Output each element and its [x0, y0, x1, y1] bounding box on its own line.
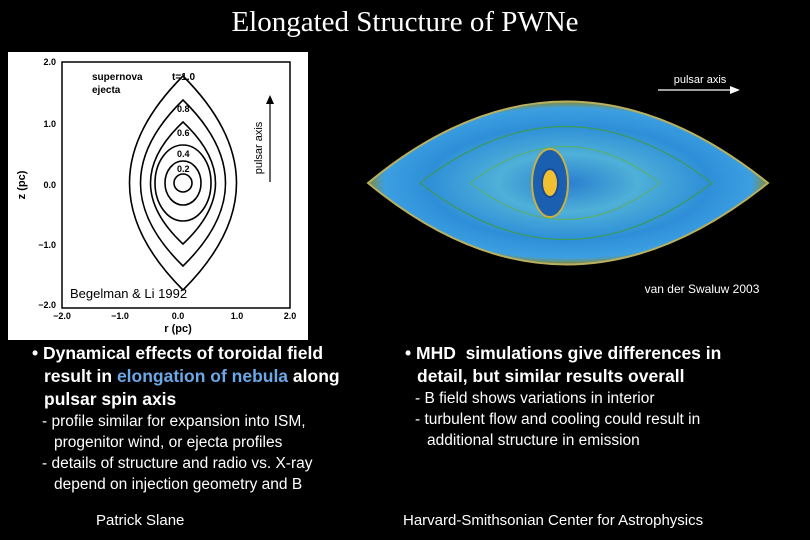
x-tick-label: 0.0: [172, 311, 185, 321]
sub-bullet-line: - B field shows variations in interior: [415, 390, 655, 407]
sub-bullet-line: - details of structure and radio vs. X-r…: [42, 455, 313, 472]
y-tick-label: 2.0: [43, 57, 56, 67]
bullet-line: • MHD simulations give differences in: [405, 343, 722, 363]
sub-bullet-line: - turbulent flow and cooling could resul…: [415, 411, 701, 428]
axis-label: pulsar axis: [674, 74, 727, 86]
bullet-line: result in elongation of nebula along: [44, 365, 340, 388]
x-tick-label: −2.0: [53, 311, 71, 321]
footer-right: Harvard-Smithsonian Center for Astrophys…: [403, 512, 704, 529]
y-tick-label: −1.0: [38, 240, 56, 250]
figure-credit: Begelman & Li 1992: [70, 286, 187, 301]
contour: [139, 98, 227, 268]
contour: [128, 74, 238, 292]
y-tick-label: 0.0: [43, 180, 56, 190]
contour-label: 0.6: [177, 128, 190, 138]
axis-arrowhead: [730, 86, 740, 94]
nebula-contour: [419, 126, 713, 240]
sub-bullet-line: - profile similar for expansion into ISM…: [42, 413, 306, 430]
contour-label: 0.4: [177, 149, 190, 159]
y-axis-label: z (pc): [16, 170, 28, 199]
plot-frame: [61, 61, 291, 309]
x-tick-label: 1.0: [231, 311, 244, 321]
figure-label: ejecta: [92, 85, 121, 96]
sub-bullet-line: depend on injection geometry and B: [54, 476, 303, 493]
sub-bullet-line: additional structure in emission: [427, 432, 640, 449]
contour: [164, 160, 202, 206]
x-tick-label: 2.0: [284, 311, 297, 321]
bullet-line: detail, but similar results overall: [417, 366, 685, 386]
text-run: result in: [44, 366, 117, 386]
footer-left: Patrick Slane: [96, 512, 185, 529]
figure-label: supernova: [92, 72, 143, 83]
bullet-line: • Dynamical effects of toroidal field: [32, 343, 324, 363]
figure-background: [8, 52, 308, 340]
contour: [154, 144, 212, 222]
nebula-core: [541, 168, 559, 198]
axis-label: pulsar axis: [253, 121, 265, 174]
contour: [173, 173, 193, 193]
contours: [128, 74, 238, 292]
figure-label: t=1.0: [172, 72, 196, 83]
contour: [149, 120, 217, 246]
contour-label: 0.2: [177, 164, 190, 174]
figures: supernova ejecta t=1.0 0.8 0.6 0.4 0.2 2…: [8, 52, 770, 340]
y-tick-label: −2.0: [38, 300, 56, 310]
nebula-contour: [469, 146, 661, 220]
highlight: elongation of nebula: [116, 366, 289, 386]
x-tick-label: −1.0: [111, 311, 129, 321]
sub-bullet-line: progenitor wind, or ejecta profiles: [54, 434, 283, 451]
axis-arrowhead: [266, 95, 274, 104]
bullet-line: pulsar spin axis: [44, 389, 177, 409]
text-run: along: [288, 366, 340, 386]
contour-label: 0.8: [177, 104, 190, 114]
figure-credit: van der Swaluw 2003: [645, 282, 760, 296]
y-tick-label: 1.0: [43, 119, 56, 129]
x-axis-label: r (pc): [164, 323, 192, 335]
slide-title: Elongated Structure of PWNe: [231, 6, 579, 38]
